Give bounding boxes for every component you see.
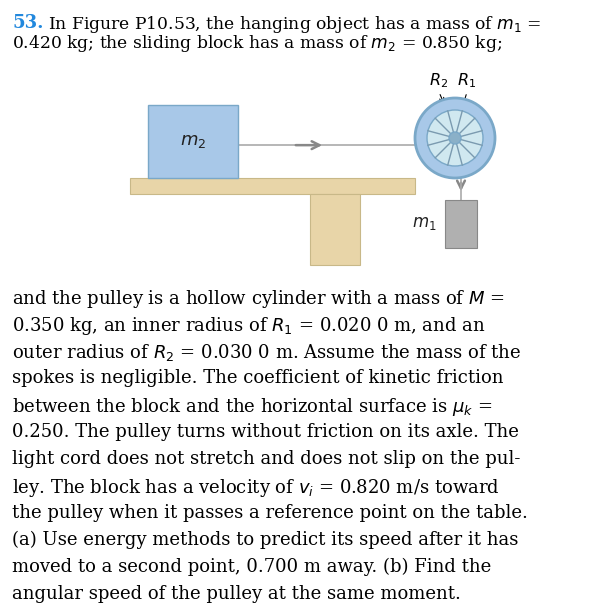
Text: angular speed of the pulley at the same moment.: angular speed of the pulley at the same … [12, 585, 461, 603]
Text: $m_2$: $m_2$ [180, 133, 206, 150]
Text: the pulley when it passes a reference point on the table.: the pulley when it passes a reference po… [12, 504, 528, 522]
Text: $m_1$: $m_1$ [413, 216, 437, 233]
Text: 0.420 kg; the sliding block has a mass of $m_2$ = 0.850 kg;: 0.420 kg; the sliding block has a mass o… [12, 33, 502, 54]
Text: between the block and the horizontal surface is $\mu_k$ =: between the block and the horizontal sur… [12, 396, 492, 418]
Text: In Figure P10.53, the hanging object has a mass of $m_1$ =: In Figure P10.53, the hanging object has… [48, 14, 542, 35]
Text: moved to a second point, 0.700 m away. (b) Find the: moved to a second point, 0.700 m away. (… [12, 558, 491, 577]
Text: $R_1$: $R_1$ [457, 71, 476, 90]
Text: ley. The block has a velocity of $v_i$ = 0.820 m/s toward: ley. The block has a velocity of $v_i$ =… [12, 477, 500, 499]
Bar [310, 194, 360, 265]
Circle shape [449, 132, 461, 144]
Bar [130, 178, 415, 194]
Bar [445, 200, 477, 248]
Text: $R_2$: $R_2$ [430, 71, 449, 90]
Text: light cord does not stretch and does not slip on the pul-: light cord does not stretch and does not… [12, 450, 520, 468]
Text: and the pulley is a hollow cylinder with a mass of $M$ =: and the pulley is a hollow cylinder with… [12, 288, 504, 310]
Text: outer radius of $R_2$ = 0.030 0 m. Assume the mass of the: outer radius of $R_2$ = 0.030 0 m. Assum… [12, 342, 521, 363]
Text: (a) Use energy methods to predict its speed after it has: (a) Use energy methods to predict its sp… [12, 531, 519, 550]
Text: spokes is negligible. The coefficient of kinetic friction: spokes is negligible. The coefficient of… [12, 369, 503, 387]
Text: 53.: 53. [12, 14, 44, 32]
Circle shape [415, 98, 495, 178]
Circle shape [427, 110, 483, 166]
Bar [148, 105, 238, 178]
Text: 0.250. The pulley turns without friction on its axle. The: 0.250. The pulley turns without friction… [12, 423, 519, 441]
Text: 0.350 kg, an inner radius of $R_1$ = 0.020 0 m, and an: 0.350 kg, an inner radius of $R_1$ = 0.0… [12, 315, 485, 337]
